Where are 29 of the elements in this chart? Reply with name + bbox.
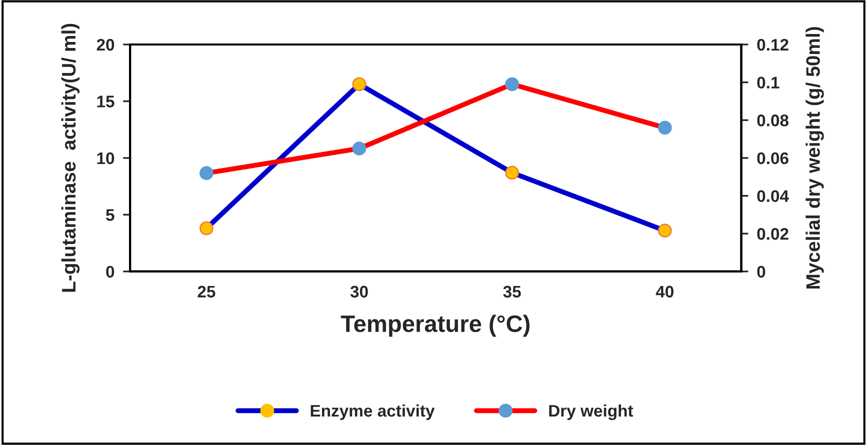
y2-tick-label: 0.1 [757, 76, 780, 89]
point [200, 221, 214, 236]
y-tick-label: 5 [106, 209, 114, 221]
point [352, 77, 366, 92]
x-tick-label: 30 [350, 286, 368, 298]
x-tick-label: 35 [503, 286, 521, 298]
point [658, 224, 672, 238]
y2-axis-title: Mycelial dry weight (g/ 50ml) [806, 27, 824, 288]
point [352, 142, 366, 156]
y-tick-label: 10 [97, 152, 114, 164]
x-axis-title: Temperature (°C) [340, 314, 530, 337]
y-axis-title: L-glutaminase activity(U/ ml) [61, 24, 80, 292]
y-tick-label: 0 [106, 266, 114, 278]
y2-tick-label: 0 [757, 266, 766, 278]
y-tick-label: 20 [96, 38, 114, 51]
legend-label: Enzyme activity [310, 404, 435, 420]
y-tick-label: 15 [97, 96, 114, 108]
point [658, 120, 672, 135]
point [200, 166, 214, 180]
x-tick-label: 25 [198, 286, 216, 298]
point [505, 77, 520, 92]
point [505, 166, 520, 180]
y2-tick-label: 0.04 [757, 190, 789, 202]
x-tick-label: 40 [656, 286, 674, 298]
y2-tick-label: 0.06 [757, 152, 788, 164]
y2-tick-label: 0.08 [757, 114, 788, 126]
y2-tick-label: 0.02 [757, 228, 788, 240]
y2-tick-label: 0.12 [757, 38, 788, 51]
legend-label: Dry weight [549, 404, 634, 420]
